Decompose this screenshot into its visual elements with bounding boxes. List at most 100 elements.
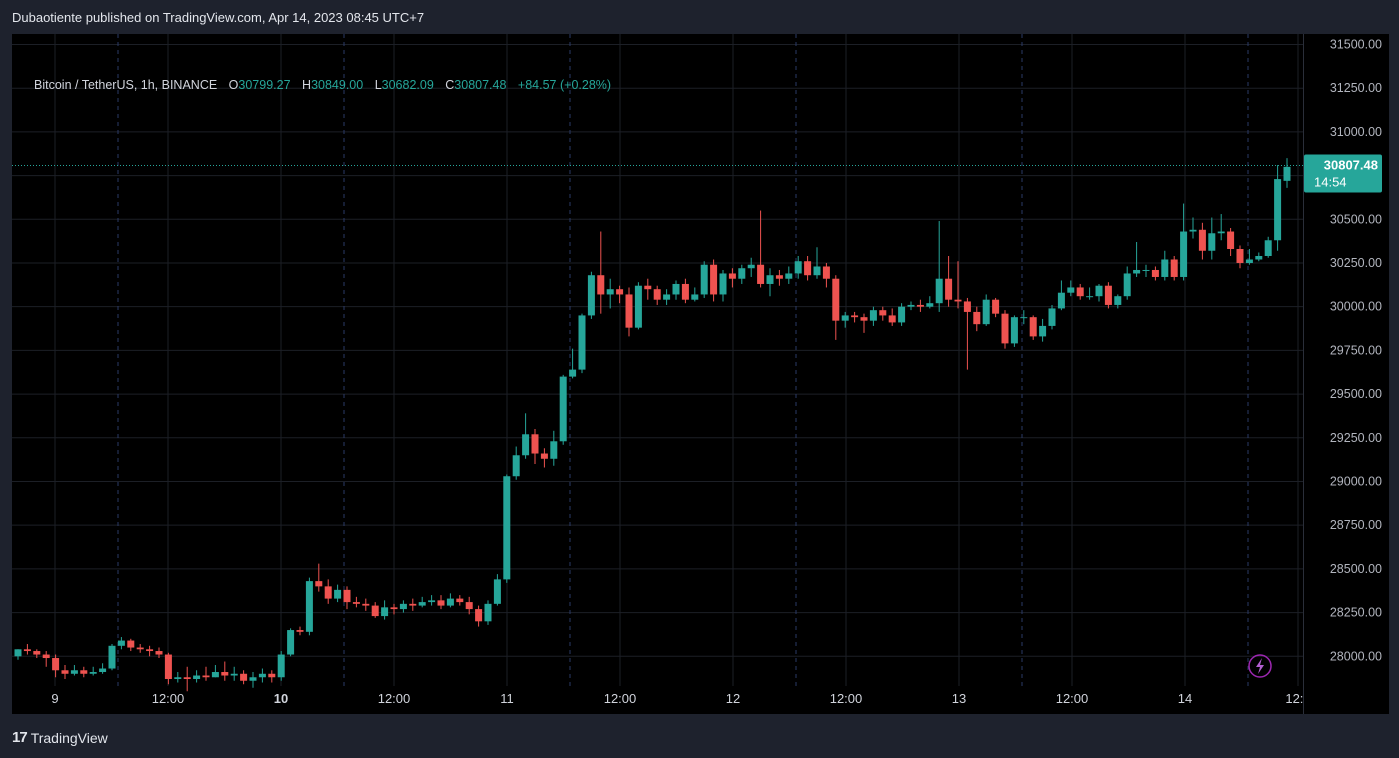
candle[interactable]	[418, 596, 426, 608]
candle[interactable]	[456, 595, 464, 606]
candle[interactable]	[1189, 217, 1197, 239]
candle[interactable]	[1086, 287, 1094, 300]
candle[interactable]	[277, 651, 285, 681]
candle[interactable]	[775, 269, 783, 286]
candle[interactable]	[860, 313, 868, 333]
candle[interactable]	[352, 596, 360, 608]
candle[interactable]	[1142, 264, 1150, 277]
candle[interactable]	[324, 579, 332, 604]
candle[interactable]	[587, 271, 595, 319]
candle[interactable]	[1114, 294, 1122, 309]
candle[interactable]	[869, 306, 877, 326]
candle[interactable]	[1264, 236, 1272, 258]
candle[interactable]	[672, 280, 680, 300]
candle[interactable]	[804, 255, 812, 281]
candle[interactable]	[747, 257, 755, 277]
brand-name[interactable]: TradingView	[30, 729, 108, 746]
candle[interactable]	[719, 269, 727, 302]
lightning-icon[interactable]	[1248, 654, 1272, 678]
candle[interactable]	[1029, 315, 1037, 340]
candle[interactable]	[550, 430, 558, 466]
candle[interactable]	[1170, 255, 1178, 281]
candle[interactable]	[230, 666, 238, 681]
candle[interactable]	[1067, 280, 1075, 297]
candle[interactable]	[522, 413, 530, 459]
symbol-label[interactable]: Bitcoin / TetherUS, 1h, BINANCE	[34, 78, 218, 92]
candle[interactable]	[390, 603, 398, 615]
candle[interactable]	[136, 644, 144, 653]
candle[interactable]	[80, 666, 88, 678]
candle[interactable]	[597, 231, 605, 314]
candle[interactable]	[108, 644, 116, 671]
candle[interactable]	[315, 563, 323, 592]
candle[interactable]	[89, 666, 97, 676]
candle[interactable]	[1217, 214, 1225, 241]
candle[interactable]	[569, 348, 577, 379]
candle[interactable]	[1274, 165, 1282, 251]
candle[interactable]	[785, 266, 793, 284]
candle[interactable]	[211, 665, 219, 678]
candle[interactable]	[822, 262, 830, 288]
candle[interactable]	[1104, 282, 1112, 309]
candle[interactable]	[334, 584, 342, 603]
candle[interactable]	[268, 670, 276, 683]
candle[interactable]	[164, 652, 172, 685]
candle[interactable]	[183, 666, 191, 692]
candle[interactable]	[916, 299, 924, 312]
candle[interactable]	[1236, 245, 1244, 269]
candle[interactable]	[634, 282, 642, 330]
candle[interactable]	[1283, 158, 1291, 188]
candle[interactable]	[1151, 266, 1159, 281]
candle[interactable]	[625, 287, 633, 337]
candle[interactable]	[61, 665, 69, 680]
candle[interactable]	[117, 637, 125, 650]
candle[interactable]	[33, 649, 41, 659]
candle[interactable]	[935, 221, 943, 312]
candle[interactable]	[362, 598, 370, 611]
candle[interactable]	[193, 670, 201, 683]
candle[interactable]	[287, 628, 295, 657]
candle[interactable]	[728, 268, 736, 288]
candle[interactable]	[738, 264, 746, 284]
candle[interactable]	[240, 670, 248, 685]
candle[interactable]	[982, 294, 990, 326]
candle[interactable]	[1039, 318, 1047, 342]
candle[interactable]	[305, 577, 313, 636]
candle[interactable]	[399, 600, 407, 613]
candle[interactable]	[879, 306, 887, 321]
candle[interactable]	[70, 665, 78, 676]
candle[interactable]	[1010, 315, 1018, 347]
candle[interactable]	[258, 668, 266, 683]
candle[interactable]	[1057, 280, 1065, 311]
candle[interactable]	[42, 651, 50, 667]
candle[interactable]	[653, 285, 661, 305]
candle[interactable]	[381, 600, 389, 620]
candle[interactable]	[155, 647, 163, 659]
candle[interactable]	[1133, 242, 1141, 277]
candle[interactable]	[512, 446, 520, 480]
candle[interactable]	[409, 598, 417, 611]
candle[interactable]	[606, 278, 614, 309]
candle[interactable]	[127, 638, 135, 652]
candle[interactable]	[446, 593, 454, 608]
candle[interactable]	[1255, 252, 1263, 262]
candle[interactable]	[832, 275, 840, 340]
candle[interactable]	[926, 296, 934, 309]
candle[interactable]	[540, 448, 548, 468]
candle[interactable]	[907, 301, 915, 311]
candle[interactable]	[343, 586, 351, 610]
candle[interactable]	[757, 210, 765, 288]
candle[interactable]	[559, 374, 567, 445]
candle[interactable]	[1001, 310, 1009, 349]
candle[interactable]	[992, 297, 1000, 318]
candle[interactable]	[710, 259, 718, 302]
price-axis[interactable]: 31500.0031250.0031000.0030750.0030500.00…	[1303, 34, 1389, 714]
candle[interactable]	[428, 595, 436, 606]
candlestick-chart[interactable]: 9 12:00 10 12:00 11 12:00 12 12:00 13 12:00 14 12:0	[12, 34, 1303, 714]
candle[interactable]	[1245, 249, 1253, 265]
candle[interactable]	[14, 649, 22, 660]
candle[interactable]	[794, 255, 802, 279]
candle[interactable]	[249, 672, 257, 688]
candle[interactable]	[973, 306, 981, 332]
candle[interactable]	[616, 285, 624, 304]
